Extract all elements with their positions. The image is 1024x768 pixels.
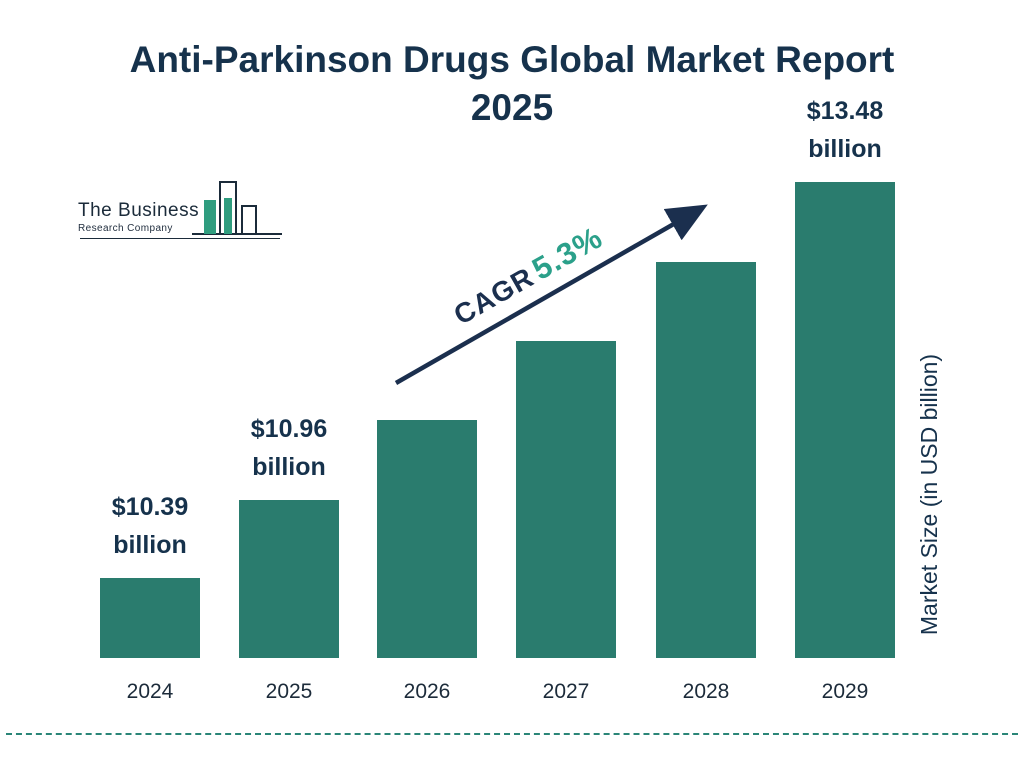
bar-2025: [239, 500, 339, 658]
bar-value-label-2029: $13.48 billion: [806, 97, 884, 163]
x-tick-2028: 2028: [682, 680, 730, 703]
bar-2024: [100, 578, 200, 658]
x-tick-2027: 2027: [542, 680, 590, 703]
bar-2029: [795, 182, 895, 658]
bar-2028: [656, 262, 756, 658]
x-tick-2026: 2026: [403, 680, 451, 703]
bar-chart-logo-icon: [192, 178, 284, 245]
bar-value-label-2025: $10.96 billion: [250, 415, 328, 481]
x-tick-2024: 2024: [126, 680, 174, 703]
cagr-trend-arrow-icon: [388, 193, 723, 403]
company-logo: The Business Research Company: [72, 178, 284, 244]
page-title-line2: 2025: [470, 87, 554, 128]
bottom-dashed-divider: [6, 733, 1018, 735]
bar-2027: [516, 341, 616, 658]
x-tick-2029: 2029: [821, 680, 869, 703]
page-title-line1: Anti-Parkinson Drugs Global Market Repor…: [129, 39, 895, 80]
bar-2026: [377, 420, 477, 658]
company-logo-name: The Business: [78, 200, 200, 221]
x-tick-2025: 2025: [265, 680, 313, 703]
y-axis-label: Market Size (in USD billion): [916, 353, 942, 636]
bar-value-label-2024: $10.39 billion: [111, 493, 189, 559]
page-title: Anti-Parkinson Drugs Global Market Repor…: [0, 36, 1024, 132]
company-logo-text: The Business Research Company: [78, 200, 199, 234]
company-logo-subname: Research Company: [78, 223, 173, 234]
logo-underline: [80, 238, 280, 239]
